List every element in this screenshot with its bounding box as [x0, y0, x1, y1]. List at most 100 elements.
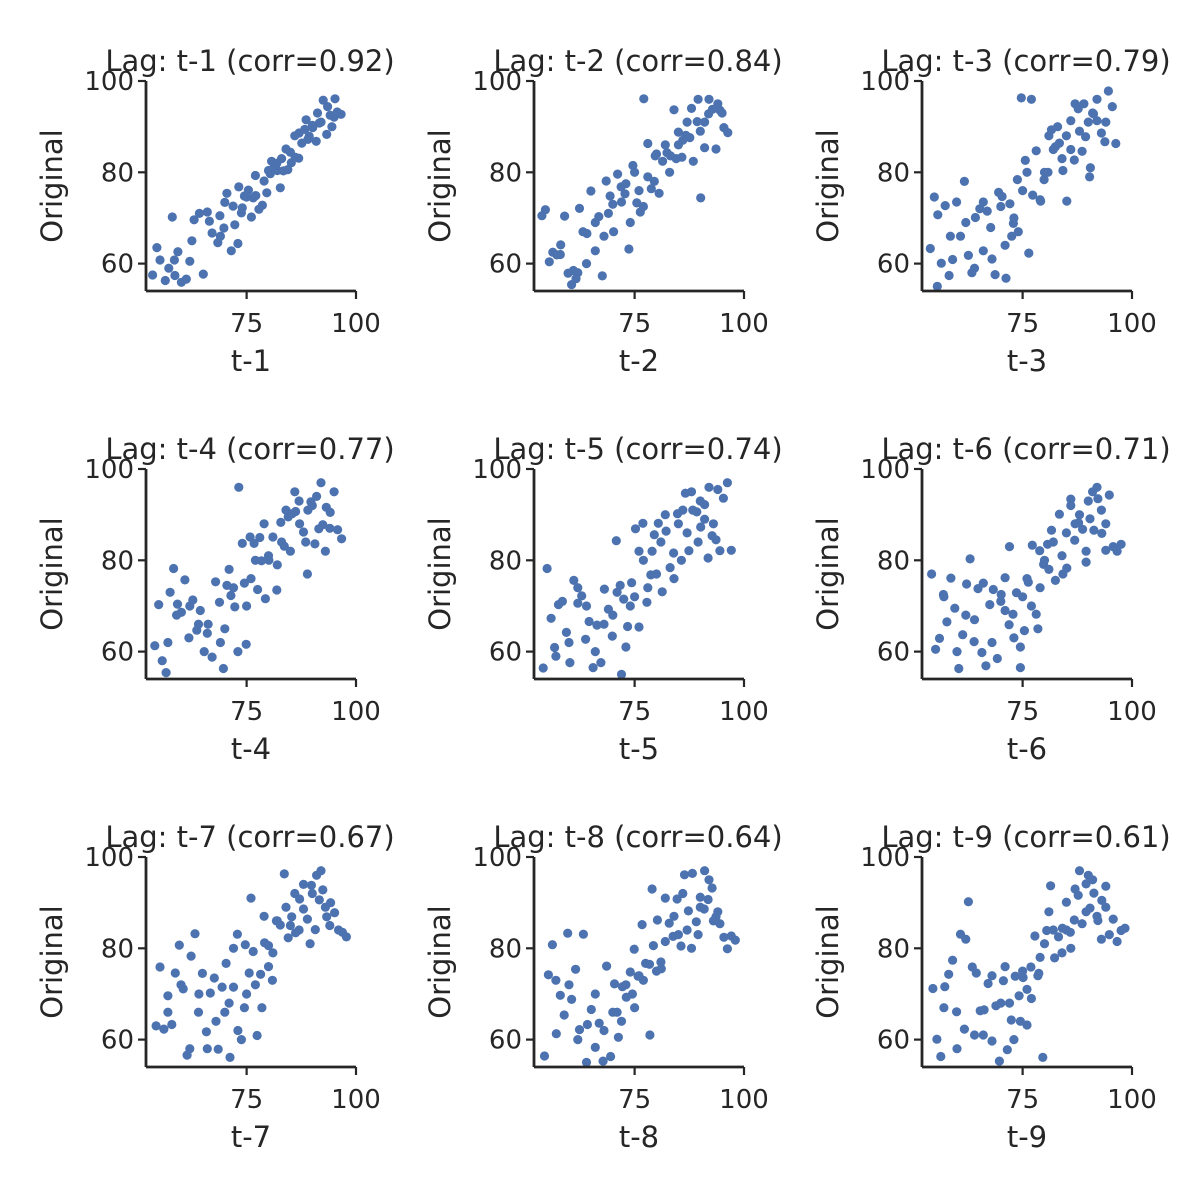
scatter-points: [539, 866, 740, 1067]
y-axis-title: Original: [811, 517, 845, 630]
data-point: [1042, 925, 1052, 936]
data-point: [1101, 519, 1111, 529]
data-point: [653, 518, 663, 528]
data-point: [159, 1024, 169, 1034]
data-point: [283, 165, 293, 175]
data-point: [257, 200, 267, 210]
lag-panel-8: 75 100 60 80 100 t-8 Original Lag: t-8 (corr=0.…: [423, 820, 783, 1154]
data-point: [703, 894, 713, 905]
x-tick-label: 100: [1107, 309, 1157, 339]
data-point: [233, 1025, 243, 1036]
data-point: [581, 601, 592, 611]
data-point: [1048, 925, 1058, 935]
data-point: [544, 257, 554, 267]
x-tick-label: 100: [331, 697, 381, 727]
data-point: [1057, 551, 1067, 561]
data-point: [950, 603, 960, 613]
data-point: [259, 911, 269, 921]
data-point: [678, 888, 688, 899]
data-point: [194, 989, 204, 999]
data-point: [601, 176, 611, 186]
data-point: [623, 621, 633, 632]
scatter-points: [537, 94, 733, 290]
x-tick-label: 100: [331, 309, 381, 339]
data-point: [250, 980, 260, 990]
y-tick-label: 100: [860, 455, 910, 485]
data-point: [181, 274, 191, 284]
data-point: [994, 1056, 1005, 1066]
data-point: [207, 228, 217, 238]
data-point: [565, 658, 575, 668]
data-point: [267, 975, 277, 985]
y-tick-label: 100: [472, 67, 522, 97]
data-point: [717, 108, 727, 118]
data-point: [927, 569, 937, 579]
data-point: [1074, 510, 1085, 520]
data-point: [936, 1051, 946, 1062]
data-point: [997, 191, 1007, 202]
data-point: [704, 482, 714, 492]
data-point: [1015, 663, 1025, 673]
lag-panel-5: 75 100 60 80 100 t-5 Original Lag: t-5 (corr=0.…: [423, 432, 783, 766]
data-point: [627, 989, 638, 999]
scatter-points: [538, 478, 736, 680]
data-point: [643, 583, 653, 593]
data-point: [1096, 128, 1106, 138]
data-point: [961, 934, 971, 944]
y-tick-label: 60: [877, 1026, 910, 1056]
data-point: [1083, 117, 1093, 127]
data-point: [189, 215, 199, 225]
data-point: [155, 255, 165, 265]
data-point: [1088, 487, 1098, 497]
data-point: [242, 601, 252, 611]
data-point: [1081, 546, 1091, 556]
data-point: [1033, 624, 1043, 634]
data-point: [1009, 633, 1019, 643]
data-point: [582, 228, 592, 239]
data-point: [169, 563, 179, 574]
data-point: [695, 902, 705, 912]
data-point: [1085, 163, 1095, 173]
data-point: [248, 193, 258, 203]
data-point: [237, 203, 247, 213]
data-point: [551, 975, 561, 985]
data-point: [590, 647, 600, 657]
data-point: [173, 247, 183, 257]
data-point: [290, 487, 300, 497]
data-point: [630, 524, 641, 534]
data-point: [193, 619, 204, 629]
data-point: [322, 912, 332, 922]
data-point: [1057, 948, 1067, 958]
data-point: [669, 911, 679, 921]
data-point: [979, 1005, 989, 1015]
data-point: [645, 1030, 655, 1040]
data-point: [1074, 866, 1085, 876]
data-point: [581, 634, 591, 644]
data-point: [627, 578, 637, 588]
x-tick-label: 75: [1006, 1085, 1039, 1115]
data-point: [1028, 190, 1038, 200]
data-point: [1070, 519, 1080, 529]
data-point: [696, 522, 706, 532]
data-point: [669, 574, 679, 584]
data-point: [939, 592, 949, 602]
data-point: [152, 243, 162, 253]
data-point: [1035, 583, 1045, 593]
data-point: [1005, 199, 1015, 209]
data-point: [215, 211, 225, 221]
data-point: [1061, 897, 1071, 907]
x-axis-title: t-7: [231, 1120, 271, 1154]
panel-title: Lag: t-9 (corr=0.61): [881, 820, 1170, 854]
data-point: [936, 258, 946, 268]
y-tick-label: 100: [472, 843, 522, 873]
data-point: [1070, 535, 1080, 545]
data-point: [687, 868, 698, 879]
data-point: [564, 637, 574, 648]
data-point: [700, 514, 710, 524]
data-point: [1039, 555, 1050, 565]
data-point: [1097, 528, 1107, 539]
data-point: [263, 962, 274, 972]
data-point: [590, 1042, 600, 1052]
data-point: [586, 1004, 596, 1015]
data-point: [1026, 94, 1036, 104]
